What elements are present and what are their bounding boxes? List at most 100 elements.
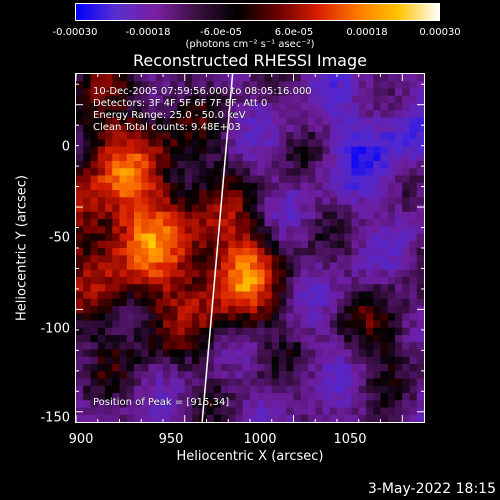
heatmap-cell (184, 139, 193, 148)
heatmap-cell (242, 197, 251, 206)
heatmap-cell (308, 349, 316, 358)
heatmap-cell (358, 139, 367, 148)
heatmap-cell (163, 277, 171, 285)
heatmap-cell (416, 262, 424, 271)
heatmap-cell (344, 327, 353, 336)
heatmap-cell (337, 327, 345, 336)
heatmap-cell (206, 168, 215, 177)
heatmap-cell (134, 139, 142, 148)
heatmap-cell (170, 219, 179, 227)
heatmap-cell (409, 306, 418, 314)
heatmap-cell (213, 335, 222, 343)
heatmap-cell (257, 219, 266, 227)
heatmap-cell (228, 407, 237, 416)
heatmap-cell (409, 313, 418, 322)
heatmap-cell (402, 327, 411, 336)
heatmap-cell (126, 306, 135, 314)
heatmap-cell (184, 248, 193, 256)
heatmap-cell (271, 95, 280, 104)
heatmap-cell (90, 255, 99, 264)
heatmap-cell (177, 342, 186, 351)
heatmap-cell (83, 298, 92, 307)
heatmap-cell (395, 320, 403, 329)
y-tick-label: -150 (40, 410, 70, 426)
heatmap-cell (329, 124, 338, 133)
heatmap-cell (286, 313, 295, 322)
heatmap-cell (199, 139, 208, 148)
heatmap-cell (184, 393, 193, 401)
heatmap-cell (242, 335, 251, 343)
heatmap-cell (416, 378, 424, 387)
heatmap-cell (105, 226, 113, 235)
heatmap-cell (395, 182, 403, 191)
heatmap-cell (242, 378, 251, 387)
heatmap-cell (337, 298, 345, 307)
heatmap-cell (380, 298, 389, 307)
heatmap-cell (271, 197, 280, 206)
heatmap-cell (242, 233, 251, 242)
heatmap-cell (76, 211, 84, 220)
heatmap-cell (264, 248, 273, 256)
heatmap-cell (257, 146, 266, 155)
heatmap-cell (308, 400, 316, 409)
heatmap-cell (105, 182, 113, 191)
heatmap-cell (235, 262, 244, 271)
heatmap-cell (351, 161, 360, 169)
heatmap-cell (380, 306, 389, 314)
heatmap-cell (228, 262, 237, 271)
heatmap-cell (155, 248, 164, 256)
heatmap-cell (351, 400, 360, 409)
heatmap-cell (344, 88, 353, 97)
heatmap-cell (119, 393, 128, 401)
heatmap-cell (358, 211, 367, 220)
heatmap-cell (90, 95, 99, 104)
heatmap-cell (264, 226, 273, 235)
heatmap-cell (351, 248, 360, 256)
heatmap-cell (148, 320, 157, 329)
heatmap-cell (322, 378, 331, 387)
heatmap-cell (192, 342, 200, 351)
heatmap-cell (279, 117, 287, 126)
heatmap-cell (170, 393, 179, 401)
heatmap-cell (322, 407, 331, 416)
heatmap-cell (395, 124, 403, 133)
heatmap-cell (235, 81, 244, 90)
heatmap-cell (228, 182, 237, 191)
heatmap-cell (286, 146, 295, 155)
heatmap-cell (184, 356, 193, 365)
heatmap-cell (228, 175, 237, 184)
heatmap-cell (90, 124, 99, 133)
heatmap-cell (387, 175, 396, 184)
heatmap-cell (235, 233, 244, 242)
heatmap-cell (76, 262, 84, 271)
heatmap-cell (112, 233, 121, 242)
heatmap-cell (250, 132, 258, 140)
heatmap-cell (293, 393, 302, 401)
heatmap-cell (300, 219, 309, 227)
heatmap-cell (409, 327, 418, 336)
heatmap-cell (286, 219, 295, 227)
heatmap-cell (235, 284, 244, 293)
heatmap-cell (250, 306, 258, 314)
heatmap-cell (358, 400, 367, 409)
heatmap-cell (366, 197, 374, 206)
heatmap-cell (177, 74, 186, 82)
heatmap-cell (235, 161, 244, 169)
heatmap-cell (134, 190, 142, 198)
heatmap-cell (344, 197, 353, 206)
heatmap-cell (155, 240, 164, 249)
heatmap-cell (119, 269, 128, 278)
heatmap-cell (264, 349, 273, 358)
heatmap-cell (119, 175, 128, 184)
plot-area (75, 73, 425, 423)
heatmap-cell (271, 226, 280, 235)
heatmap-cell (242, 182, 251, 191)
heatmap-cell (300, 95, 309, 104)
heatmap-cell (177, 400, 186, 409)
heatmap-cell (97, 233, 106, 242)
heatmap-cell (155, 349, 164, 358)
heatmap-cell (380, 407, 389, 416)
heatmap-cell (126, 255, 135, 264)
heatmap-cell (271, 342, 280, 351)
